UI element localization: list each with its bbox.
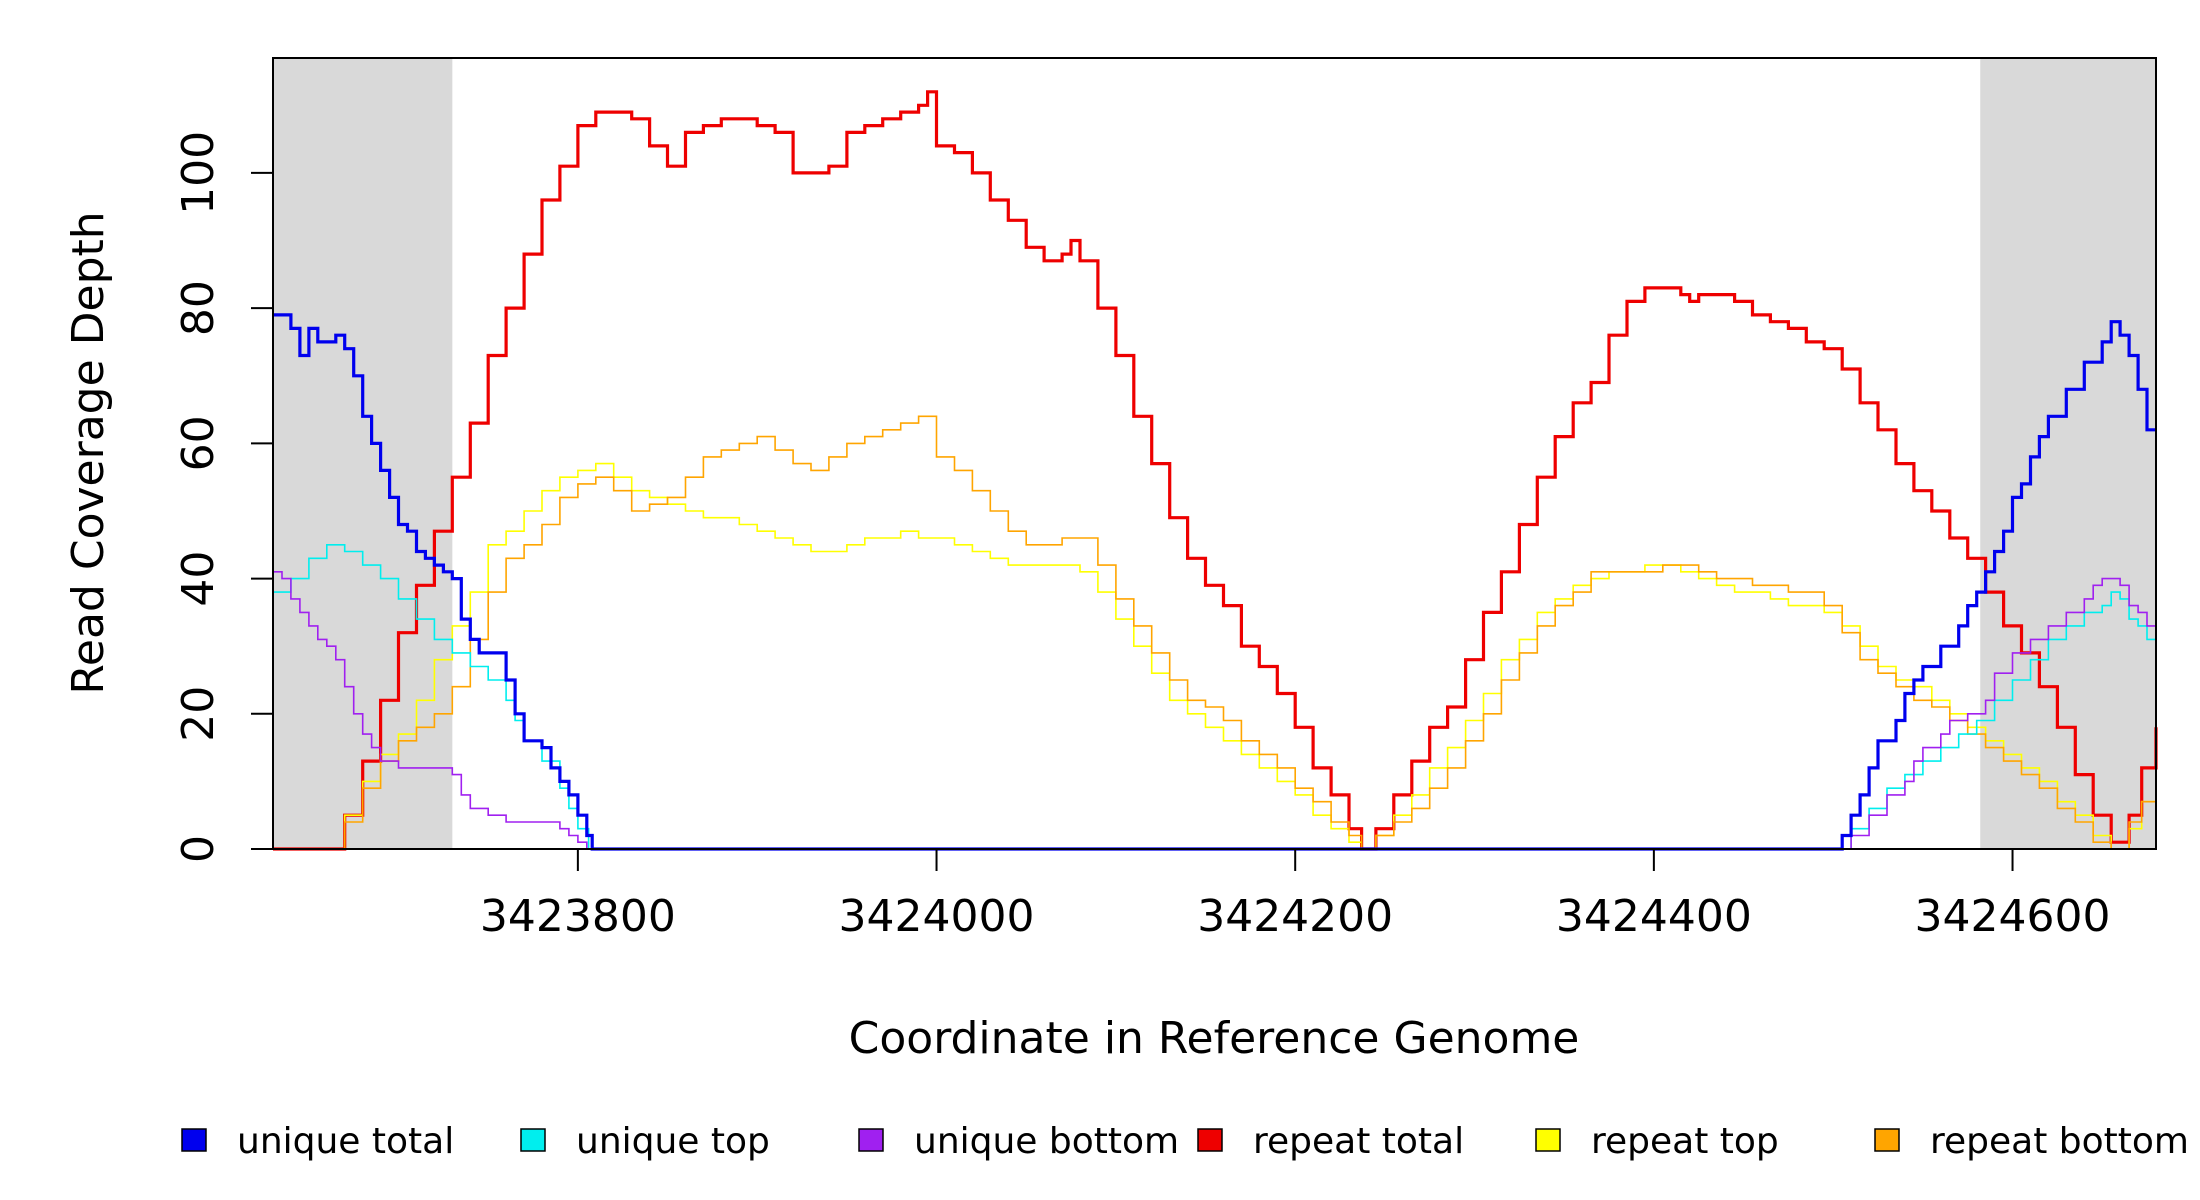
series-lines <box>273 90 2158 851</box>
series-line-repeat-top <box>273 462 2157 850</box>
y-tick-label: 60 <box>173 415 224 471</box>
legend-label: repeat top <box>1591 1121 1779 1162</box>
legend-swatch <box>1197 1128 1223 1152</box>
legend: unique total unique top unique bottom repea… <box>181 1121 2189 1162</box>
legend-swatch <box>1535 1128 1561 1152</box>
y-tick-label: 40 <box>173 551 224 607</box>
y-tick-label: 80 <box>173 280 224 336</box>
legend-label: unique total <box>237 1121 454 1162</box>
legend-label: repeat bottom <box>1930 1121 2189 1162</box>
series-line-unique-top <box>273 544 2156 850</box>
legend-swatch <box>181 1128 207 1152</box>
shaded-region-2 <box>1980 58 2156 849</box>
legend-item: unique total <box>181 1121 454 1162</box>
y-tick-label: 100 <box>173 131 224 215</box>
x-axis-title: Coordinate in Reference Genome <box>849 1013 1580 1064</box>
plot-frame <box>272 57 2157 850</box>
x-tick-label: 3424000 <box>839 891 1035 942</box>
legend-item: unique bottom <box>858 1121 1179 1162</box>
legend-item: repeat bottom <box>1874 1121 2189 1162</box>
legend-swatch <box>1874 1128 1900 1152</box>
legend-label: unique top <box>576 1121 770 1162</box>
y-axis: 0 20 40 60 80 100 <box>173 131 274 863</box>
y-tick-label: 20 <box>173 686 224 742</box>
legend-item: unique top <box>520 1121 770 1162</box>
series-line-unique-total <box>273 313 2156 851</box>
x-tick-label: 3424400 <box>1556 891 1752 942</box>
series-line-repeat-total <box>273 90 2158 851</box>
legend-swatch <box>858 1128 884 1152</box>
series-line-unique-bottom <box>273 571 2157 850</box>
x-axis: 3423800 3424000 3424200 3424400 3424600 <box>480 848 2111 942</box>
x-tick-label: 3423800 <box>480 891 676 942</box>
legend-label: unique bottom <box>914 1121 1179 1162</box>
legend-item: repeat top <box>1535 1121 1779 1162</box>
series-line-repeat-bottom <box>273 415 2157 850</box>
shaded-regions <box>273 58 2156 849</box>
legend-swatch <box>520 1128 546 1152</box>
legend-item: repeat total <box>1197 1121 1464 1162</box>
legend-label: repeat total <box>1253 1121 1464 1162</box>
y-tick-label: 0 <box>173 835 224 863</box>
x-tick-label: 3424600 <box>1915 891 2111 942</box>
x-tick-label: 3424200 <box>1197 891 1393 942</box>
y-axis-title: Read Coverage Depth <box>63 211 114 694</box>
